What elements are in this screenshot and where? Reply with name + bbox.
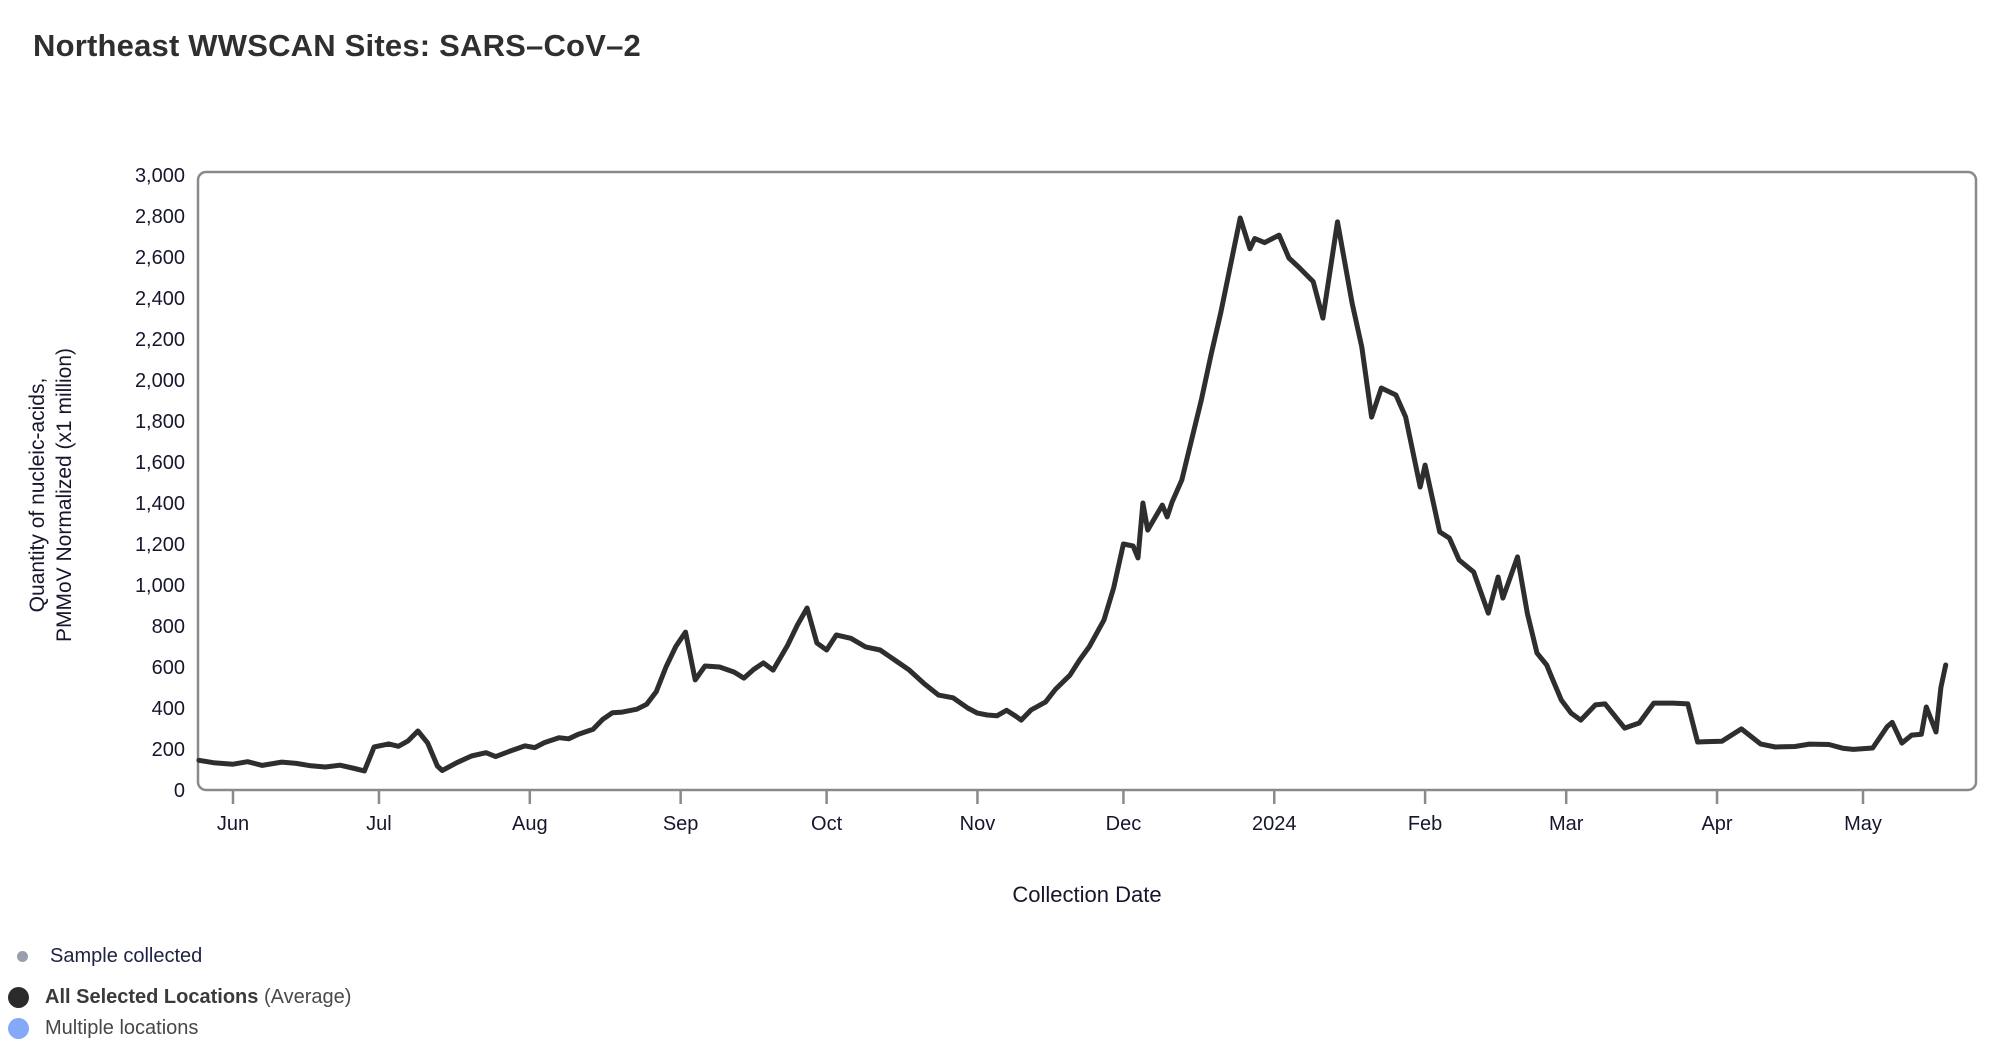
y-tick-label: 2,800	[135, 206, 185, 228]
y-tick-label: 1,400	[135, 493, 185, 515]
y-tick-label: 1,200	[135, 534, 185, 556]
y-axis-title: Quantity of nucleic-acids, PMMoV Normali…	[24, 215, 78, 775]
sample-collected-dot-icon	[17, 951, 28, 962]
y-tick-label: 0	[174, 780, 185, 802]
line-chart-plot: 0 200 400 600 800 1,000 1,200 1,400 1,600 1,800 2,…	[135, 165, 1978, 835]
x-tick-label: 2024	[1252, 813, 1297, 835]
x-tick-label: Aug	[512, 813, 548, 835]
legend-label: Sample collected	[50, 945, 203, 967]
average-series-line	[196, 215, 1949, 774]
plot-border	[196, 170, 1978, 792]
y-tick-label: 1,600	[135, 452, 185, 474]
y-axis-title-line1: Quantity of nucleic-acids,	[26, 377, 49, 613]
legend-item-all-selected-locations[interactable]: All Selected Locations (Average)	[8, 986, 351, 1009]
x-tick-label: Jul	[366, 813, 392, 835]
y-tick-label: 400	[152, 698, 185, 720]
legend-item-sample-collected[interactable]: Sample collected	[12, 945, 202, 968]
x-tick-label: Nov	[960, 813, 996, 835]
chart-title: Northeast WWSCAN Sites: SARS–CoV–2	[33, 28, 641, 63]
y-tick-label: 600	[152, 657, 185, 679]
x-axis-title: Collection Date	[1012, 882, 1162, 907]
legend-label: Multiple locations	[45, 1017, 199, 1039]
y-tick-label: 3,000	[135, 165, 185, 187]
y-tick-label: 800	[152, 616, 185, 638]
average-line-dot-icon	[8, 987, 29, 1008]
y-tick-label: 200	[152, 739, 185, 761]
x-tick-label: Dec	[1106, 813, 1142, 835]
legend-label-suffix: (Average)	[258, 986, 352, 1008]
x-tick-label: Mar	[1549, 813, 1584, 835]
y-tick-label: 2,000	[135, 370, 185, 392]
y-tick-label: 2,200	[135, 329, 185, 351]
multiple-locations-dot-icon	[8, 1018, 29, 1039]
y-tick-label: 2,400	[135, 288, 185, 310]
legend-item-multiple-locations[interactable]: Multiple locations	[8, 1017, 198, 1040]
y-tick-label: 1,800	[135, 411, 185, 433]
x-tick-label: Oct	[811, 813, 843, 835]
legend-label: All Selected Locations	[45, 986, 259, 1008]
y-axis-title-line2: PMMoV Normalized (x1 million)	[53, 347, 76, 643]
x-tick-label: Jun	[217, 813, 249, 835]
x-tick-label: Sep	[663, 813, 699, 835]
y-tick-label: 1,000	[135, 575, 185, 597]
x-tick-label: Apr	[1701, 813, 1732, 835]
y-tick-label: 2,600	[135, 247, 185, 269]
x-tick-label: May	[1844, 813, 1882, 835]
x-tick-label: Feb	[1408, 813, 1442, 835]
